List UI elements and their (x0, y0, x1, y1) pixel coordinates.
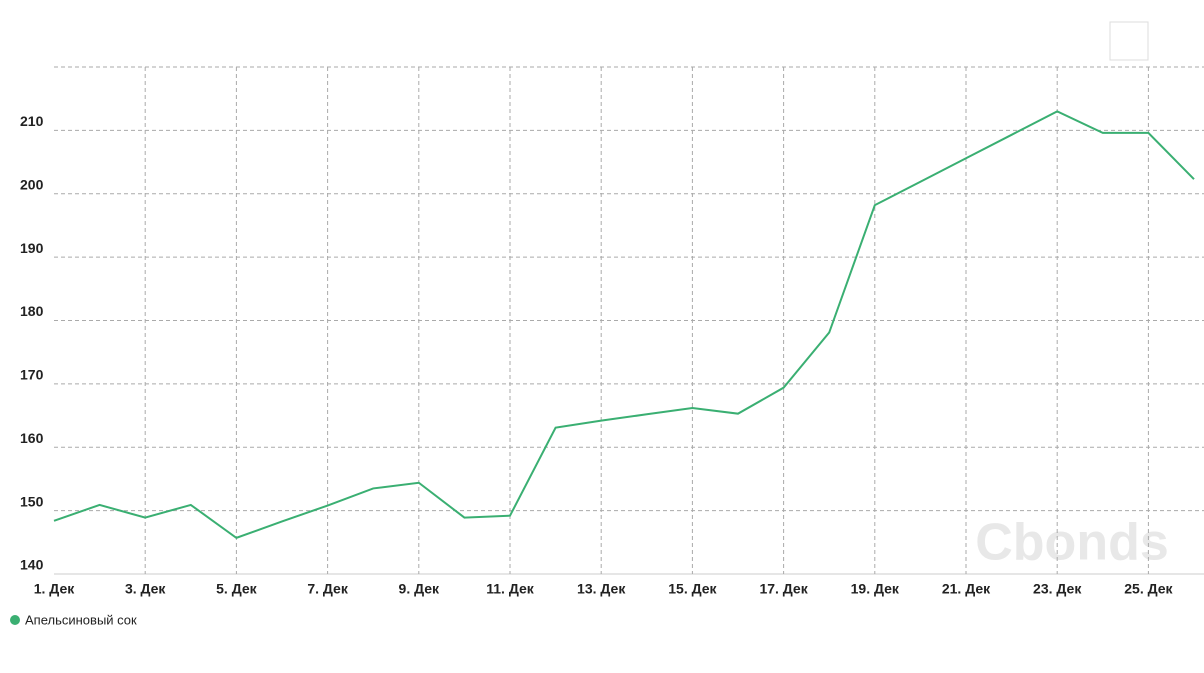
x-tick-label: 9. Дек (399, 581, 440, 597)
watermark: Cbonds (975, 514, 1169, 572)
menu-button[interactable] (1109, 21, 1149, 61)
x-tick-label: 25. Дек (1124, 581, 1173, 597)
y-tick-label: 180 (20, 303, 44, 319)
y-tick-label: 150 (20, 493, 44, 509)
x-tick-label: 13. Дек (577, 581, 626, 597)
y-tick-label: 160 (20, 430, 44, 446)
x-tick-label: 15. Дек (668, 581, 717, 597)
y-tick-label: 210 (20, 113, 44, 129)
data-line (53, 110, 1195, 539)
x-tick-label: 23. Дек (1033, 581, 1082, 597)
x-tick-label: 1. Дек (34, 581, 75, 597)
x-tick-label: 5. Дек (216, 581, 257, 597)
x-tick-label: 11. Дек (486, 581, 535, 597)
x-tick-label: 3. Дек (125, 581, 166, 597)
y-tick-label: 170 (20, 367, 44, 383)
x-tick-label: 17. Дек (759, 581, 808, 597)
legend-marker (10, 615, 20, 625)
x-tick-label: 21. Дек (942, 581, 991, 597)
legend-label: Апельсиновый сок (25, 612, 137, 627)
y-tick-label: 200 (20, 176, 44, 192)
x-tick-label: 7. Дек (307, 581, 348, 597)
y-tick-label: 140 (20, 557, 44, 573)
y-tick-label: 190 (20, 240, 44, 256)
x-tick-label: 19. Дек (851, 581, 900, 597)
